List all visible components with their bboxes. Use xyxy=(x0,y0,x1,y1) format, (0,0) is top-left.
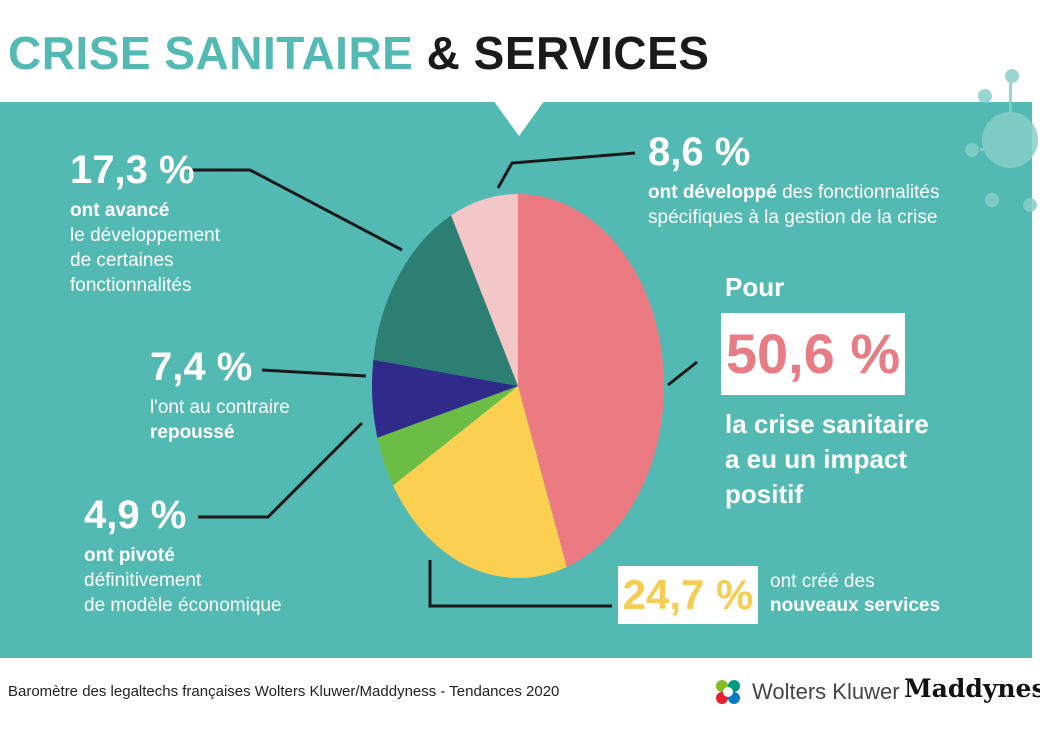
desc-7-4-bold: repoussé xyxy=(150,422,235,443)
pct-50-6: 50,6 % xyxy=(725,322,901,385)
pct-4-9: 4,9 % xyxy=(84,493,187,537)
wolters-kluwer-text: Wolters Kluwer xyxy=(752,679,900,704)
pct-17-3: 17,3 % xyxy=(70,148,195,192)
desc-24-7-line1: ont créé xyxy=(770,571,839,592)
highlight-box-50-6: 50,6 % xyxy=(721,313,905,395)
maddyness-logo: Maddyness xyxy=(904,674,1040,703)
panel-notch xyxy=(493,100,545,136)
pie-slice-7-4 xyxy=(372,359,518,438)
pct-7-4: 7,4 % xyxy=(150,345,253,389)
desc-4-9-bold: ont pivoté xyxy=(84,545,175,566)
pie-slice-50-6 xyxy=(518,194,664,567)
desc-24-7-bold: nouveaux services xyxy=(770,595,941,616)
virus-icon xyxy=(965,69,1038,212)
desc-4-9-line2: de modèle économique xyxy=(84,595,282,616)
annotation-50-6-text: la crise sanitaire a eu un impact positi… xyxy=(725,407,929,512)
annotation-17-3: 17,3 % ont avancé le développement de ce… xyxy=(70,150,220,298)
desc-8-6-line2: spécifiques à la gestion de la crise xyxy=(648,207,938,228)
annotation-pour: Pour xyxy=(725,272,785,302)
desc-8-6-line1: des fonctionnalités xyxy=(776,182,940,203)
desc-17-3-line1: le développement xyxy=(70,225,220,246)
desc-4-9-line1: définitivement xyxy=(84,570,202,591)
highlight-box-24-7: 24,7 % xyxy=(618,566,758,624)
annotation-24-7-text: ont créé des nouveaux services xyxy=(770,570,940,618)
page-title: CRISE SANITAIRE & SERVICES xyxy=(8,26,709,80)
pie-slice-17-3 xyxy=(373,215,518,386)
desc-50-6-line3: positif xyxy=(725,479,803,509)
leader-line-17-3 xyxy=(188,168,403,252)
leader-line-8-6 xyxy=(496,151,636,189)
leader-line-24-7 xyxy=(428,560,612,608)
desc-24-7-line1-tail: des xyxy=(838,571,875,592)
desc-17-3-bold: ont avancé xyxy=(70,200,170,221)
desc-8-6-bold: ont développé xyxy=(648,182,777,203)
desc-50-6-line1: la crise sanitaire xyxy=(725,409,929,439)
desc-17-3-line2: de certaines xyxy=(70,250,174,271)
leader-line-50-6 xyxy=(667,360,698,387)
annotation-7-4: 7,4 % l'ont au contraire repoussé xyxy=(150,347,290,445)
leader-line-4-9 xyxy=(198,421,364,519)
desc-50-6-line2: a eu un impact xyxy=(725,444,908,474)
desc-17-3-line3: fonctionnalités xyxy=(70,275,192,296)
annotation-8-6: 8,6 % ont développé des fonctionnalités … xyxy=(648,132,939,230)
annotation-4-9: 4,9 % ont pivoté définitivement de modèl… xyxy=(84,495,282,618)
pct-8-6: 8,6 % xyxy=(648,130,751,174)
pie-slice-24-7 xyxy=(393,386,567,578)
wolters-kluwer-logo: Wolters Kluwer xyxy=(712,674,900,710)
pie-slice-8-6 xyxy=(451,194,518,386)
title-part2: & SERVICES xyxy=(426,27,710,79)
pct-24-7: 24,7 % xyxy=(622,571,754,618)
desc-7-4-line1: l'ont au contraire xyxy=(150,397,290,418)
leader-line-7-4 xyxy=(261,368,367,378)
title-part1: CRISE SANITAIRE xyxy=(8,27,414,79)
pie-slice-4-9 xyxy=(377,386,518,486)
source-footer: Baromètre des legaltechs françaises Wolt… xyxy=(8,683,560,700)
wolters-kluwer-icon xyxy=(716,680,740,704)
